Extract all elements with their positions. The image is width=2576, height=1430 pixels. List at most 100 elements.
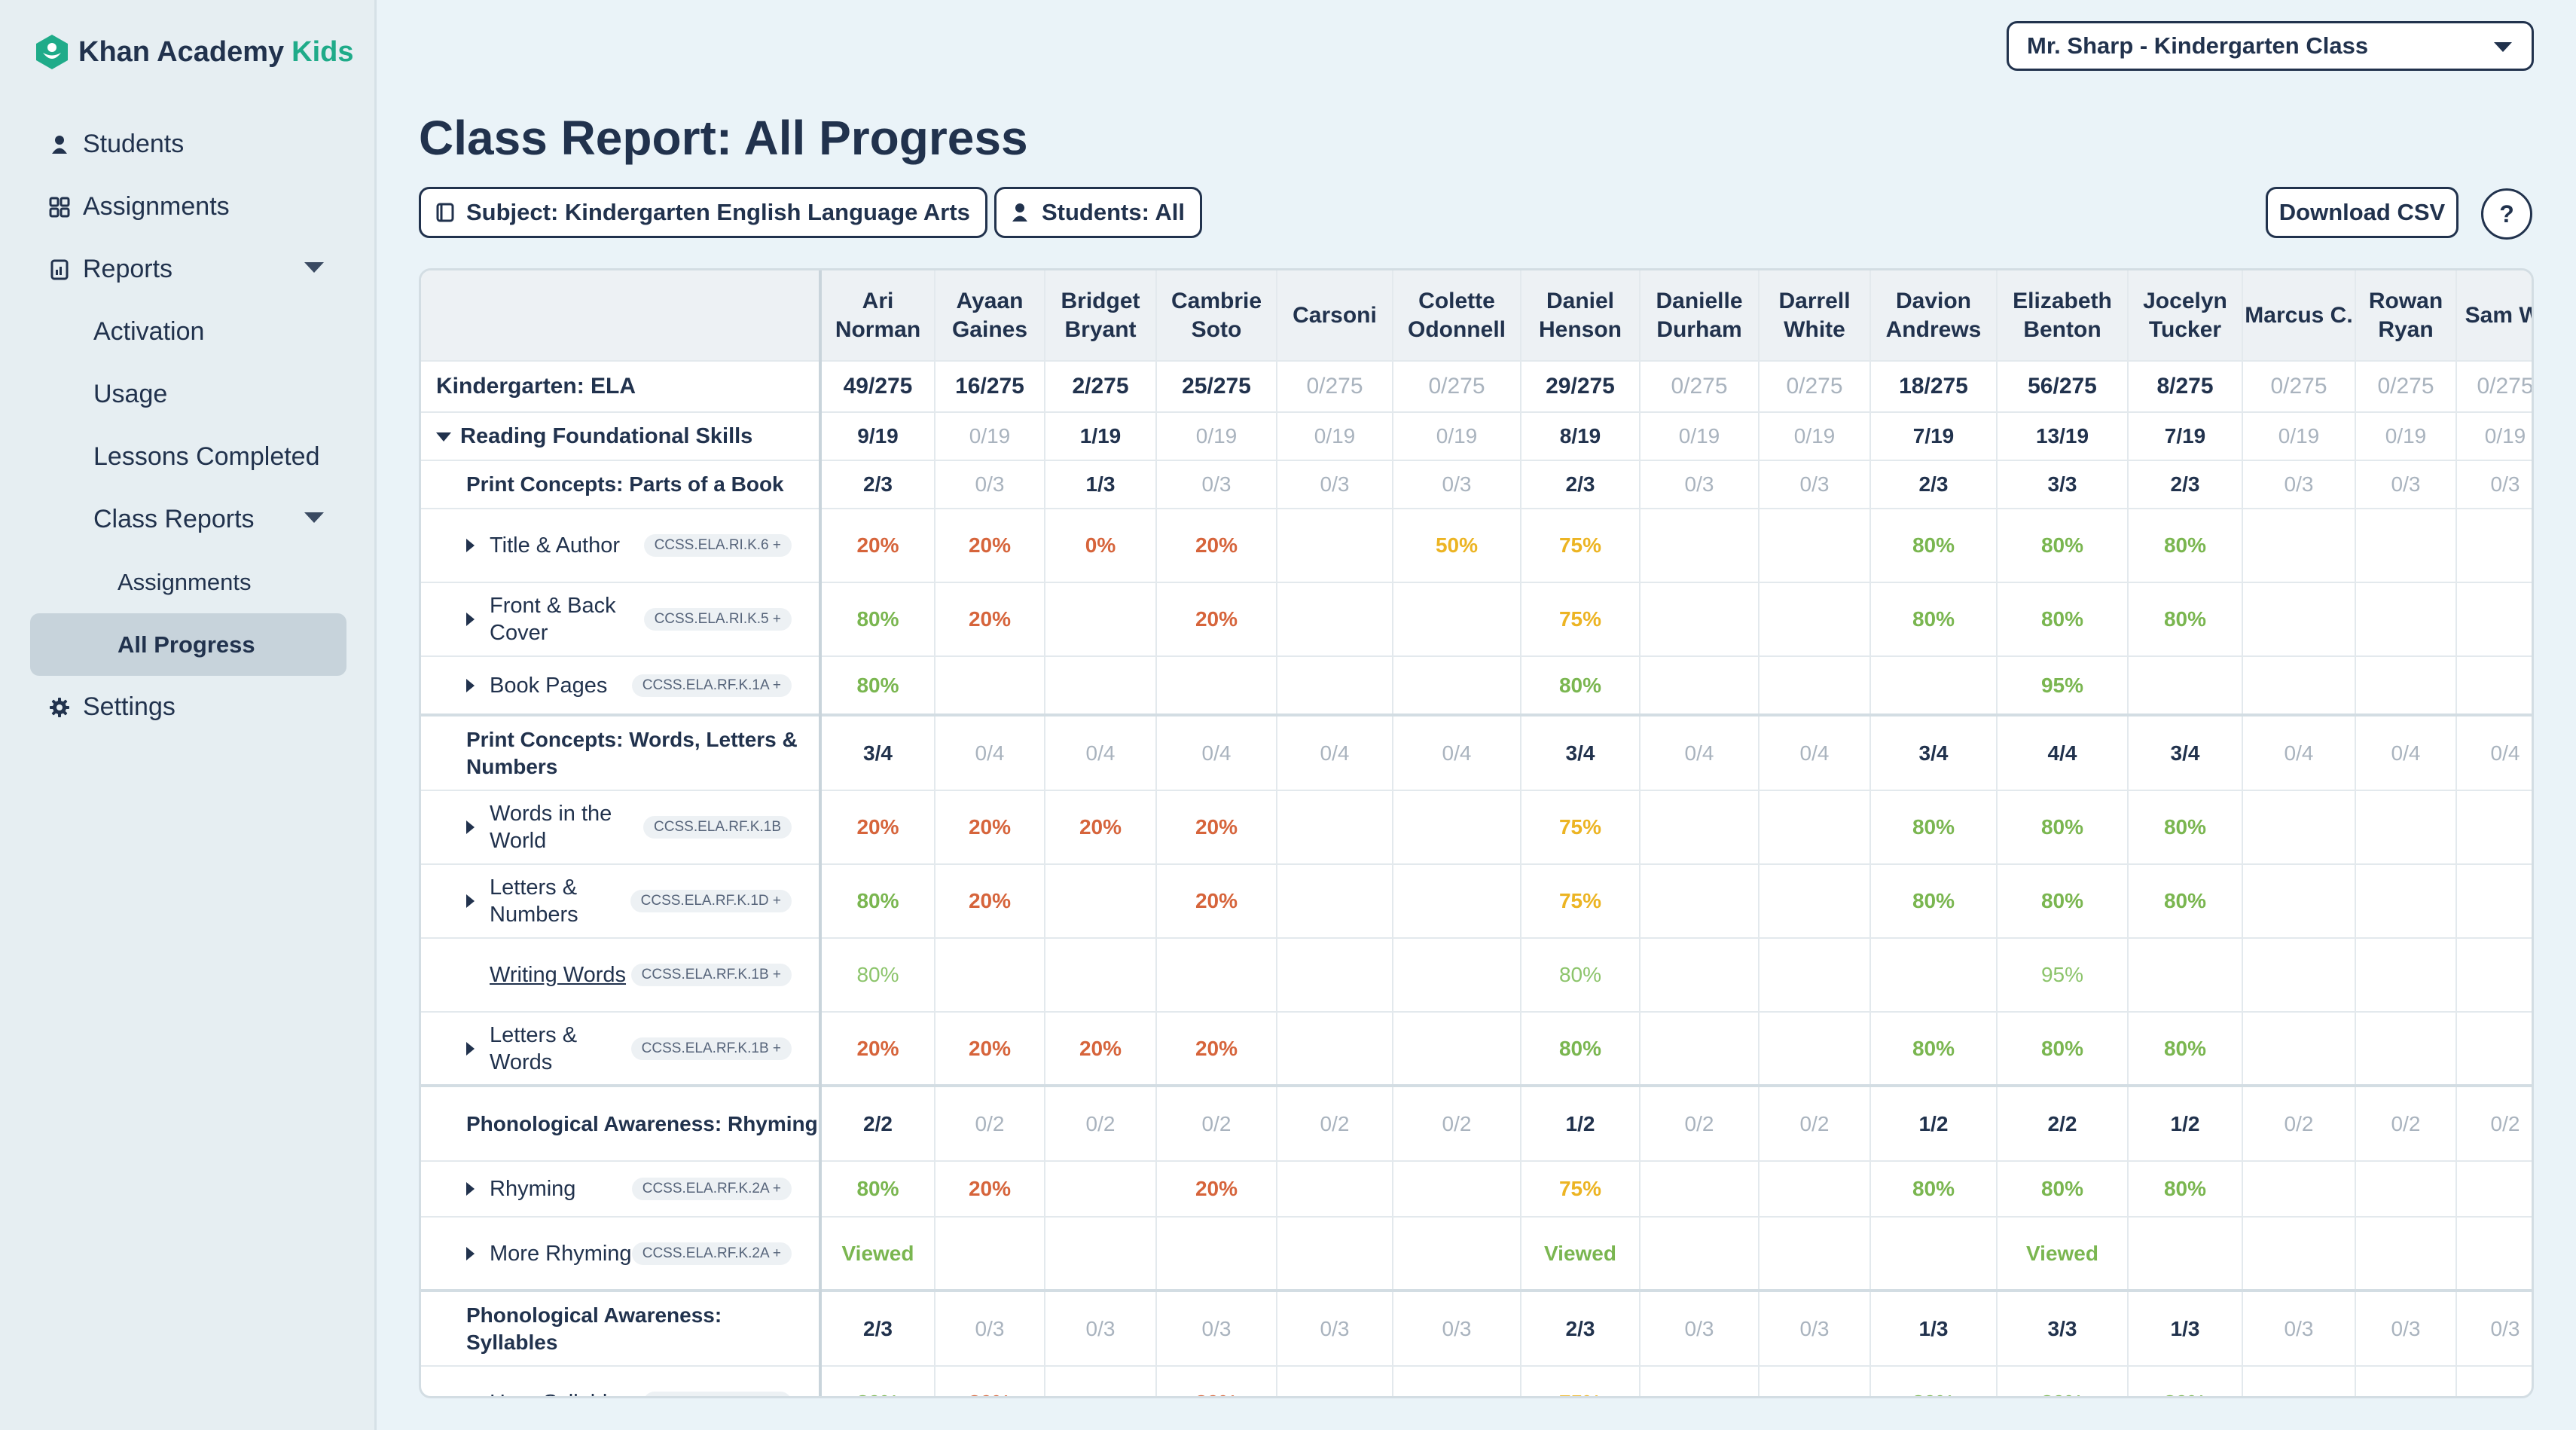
progress-cell[interactable]: 80% (820, 864, 935, 939)
progress-cell[interactable]: 75% (1521, 509, 1641, 583)
progress-cell[interactable]: 0/275 (1277, 361, 1393, 413)
progress-cell[interactable]: Viewed (820, 1217, 935, 1291)
help-button[interactable]: ? (2481, 188, 2532, 240)
progress-cell[interactable]: 3/4 (1870, 713, 1998, 791)
progress-cell[interactable]: 1/2 (1870, 1084, 1998, 1162)
progress-cell[interactable]: 20% (935, 1012, 1045, 1086)
progress-cell[interactable]: 0/3 (2456, 460, 2532, 509)
student-column-header[interactable]: Bridget Bryant (1045, 270, 1157, 362)
skill-label-cell[interactable]: More Rhyming CCSS.ELA.RF.K.2A + (421, 1217, 822, 1291)
progress-cell[interactable]: 0/19 (1393, 412, 1521, 461)
progress-cell[interactable]: 80% (1870, 582, 1998, 657)
progress-cell[interactable]: 80% (1870, 1161, 1998, 1218)
progress-cell[interactable]: 8/19 (1521, 412, 1641, 461)
progress-cell[interactable]: Viewed (1521, 1217, 1641, 1291)
progress-cell[interactable]: 2/3 (820, 460, 935, 509)
progress-cell[interactable]: 80% (1521, 656, 1641, 716)
sidebar-item-settings[interactable]: Settings (0, 676, 377, 738)
progress-cell[interactable]: 0/4 (1045, 713, 1157, 791)
student-column-header[interactable]: Elizabeth Benton (1997, 270, 2129, 362)
progress-cell[interactable]: 80% (1521, 1012, 1641, 1086)
progress-cell[interactable]: 2/3 (1521, 1289, 1641, 1367)
progress-cell[interactable]: 80% (820, 656, 935, 716)
progress-cell[interactable]: 0/2 (1759, 1084, 1871, 1162)
progress-cell[interactable]: 0/3 (1759, 460, 1871, 509)
progress-cell[interactable]: 2/2 (820, 1084, 935, 1162)
progress-cell[interactable]: 20% (1156, 1012, 1277, 1086)
standard-badge[interactable]: CCSS.ELA.RF.K.1B + (630, 1037, 792, 1060)
download-csv-button[interactable]: Download CSV (2266, 187, 2458, 238)
progress-cell[interactable]: 80% (1997, 1366, 2129, 1396)
progress-cell[interactable]: 0/3 (1640, 1289, 1760, 1367)
progress-cell[interactable]: 0/3 (2242, 460, 2356, 509)
progress-cell[interactable]: 0/3 (1156, 460, 1277, 509)
progress-cell[interactable]: 0/4 (1759, 713, 1871, 791)
progress-cell[interactable]: 0/275 (2242, 361, 2356, 413)
expand-triangle-icon[interactable] (466, 820, 475, 834)
sidebar-item-students[interactable]: Students (0, 113, 377, 176)
progress-cell[interactable]: 2/3 (1521, 460, 1641, 509)
student-column-header[interactable]: Ayaan Gaines (935, 270, 1045, 362)
progress-cell[interactable]: 0/3 (2242, 1289, 2356, 1367)
progress-cell[interactable]: 0/2 (2242, 1084, 2356, 1162)
progress-cell[interactable]: 0/3 (1759, 1289, 1871, 1367)
progress-cell[interactable]: 0/19 (1640, 412, 1760, 461)
sidebar-item-class-assignments[interactable]: Assignments (0, 551, 377, 613)
skill-label-cell[interactable]: Letters & Words CCSS.ELA.RF.K.1B + (421, 1012, 822, 1086)
progress-cell[interactable]: 0/3 (2355, 1289, 2457, 1367)
progress-cell[interactable]: 3/4 (2128, 713, 2243, 791)
progress-cell[interactable]: 80% (1870, 509, 1998, 583)
progress-cell[interactable]: 56/275 (1997, 361, 2129, 413)
sidebar-item-assignments[interactable]: Assignments (0, 176, 377, 238)
progress-cell[interactable]: 80% (1870, 864, 1998, 939)
progress-cell[interactable]: 13/19 (1997, 412, 2129, 461)
progress-cell[interactable]: 20% (820, 1012, 935, 1086)
progress-cell[interactable]: 0/19 (1277, 412, 1393, 461)
progress-cell[interactable]: 80% (1521, 938, 1641, 1013)
progress-table-container[interactable]: Ari Norman Ayaan Gaines Bridget Bryant Camb… (419, 268, 2534, 1398)
chevron-down-icon[interactable] (304, 262, 324, 273)
progress-cell[interactable]: 7/19 (2128, 412, 2243, 461)
progress-cell[interactable]: 20% (935, 1161, 1045, 1218)
progress-cell[interactable]: 80% (1870, 790, 1998, 865)
standard-badge[interactable]: CCSS.ELA.RF.K.1B (643, 816, 792, 839)
progress-cell[interactable]: 0/3 (935, 460, 1045, 509)
progress-cell[interactable]: 0/4 (1277, 713, 1393, 791)
progress-cell[interactable]: 0/2 (1393, 1084, 1521, 1162)
skill-label-cell[interactable]: Book Pages CCSS.ELA.RF.K.1A + (421, 656, 822, 716)
progress-cell[interactable]: 75% (1521, 864, 1641, 939)
progress-cell[interactable]: 80% (1997, 509, 2129, 583)
progress-cell[interactable]: 0/3 (2355, 460, 2457, 509)
progress-cell[interactable]: 20% (1156, 1366, 1277, 1396)
progress-cell[interactable]: 3/4 (820, 713, 935, 791)
progress-cell[interactable]: 0/2 (935, 1084, 1045, 1162)
progress-cell[interactable]: 0/4 (2355, 713, 2457, 791)
progress-cell[interactable]: 1/19 (1045, 412, 1157, 461)
progress-cell[interactable]: 20% (935, 1366, 1045, 1396)
class-select[interactable]: Mr. Sharp - Kindergarten Class (2007, 21, 2534, 71)
progress-cell[interactable]: 25/275 (1156, 361, 1277, 413)
student-column-header[interactable]: Carsoni (1277, 270, 1393, 362)
progress-cell[interactable]: 75% (1521, 582, 1641, 657)
progress-cell[interactable]: 95% (1997, 656, 2129, 716)
progress-cell[interactable]: 20% (935, 582, 1045, 657)
progress-cell[interactable]: 0/4 (1640, 713, 1760, 791)
student-column-header[interactable]: Darrell White (1759, 270, 1871, 362)
progress-cell[interactable]: 0/19 (2456, 412, 2532, 461)
progress-cell[interactable]: 20% (1156, 509, 1277, 583)
skill-label-cell[interactable]: Writing Words CCSS.ELA.RF.K.1B + (421, 938, 822, 1013)
progress-cell[interactable]: 0/275 (2355, 361, 2457, 413)
progress-cell[interactable]: 80% (2128, 1366, 2243, 1396)
progress-cell[interactable]: 0/3 (1393, 460, 1521, 509)
progress-cell[interactable]: 75% (1521, 1161, 1641, 1218)
progress-cell[interactable]: 1/2 (2128, 1084, 2243, 1162)
progress-cell[interactable]: 80% (820, 582, 935, 657)
skill-label-cell[interactable]: Words in the World CCSS.ELA.RF.K.1B (421, 790, 822, 865)
progress-cell[interactable]: 0/2 (1640, 1084, 1760, 1162)
progress-cell[interactable]: 80% (820, 1366, 935, 1396)
progress-cell[interactable]: 0/275 (2456, 361, 2532, 413)
progress-cell[interactable]: 0/3 (2456, 1289, 2532, 1367)
expand-triangle-icon[interactable] (466, 678, 475, 692)
progress-cell[interactable]: 80% (2128, 1161, 2243, 1218)
progress-cell[interactable]: 0/3 (1045, 1289, 1157, 1367)
